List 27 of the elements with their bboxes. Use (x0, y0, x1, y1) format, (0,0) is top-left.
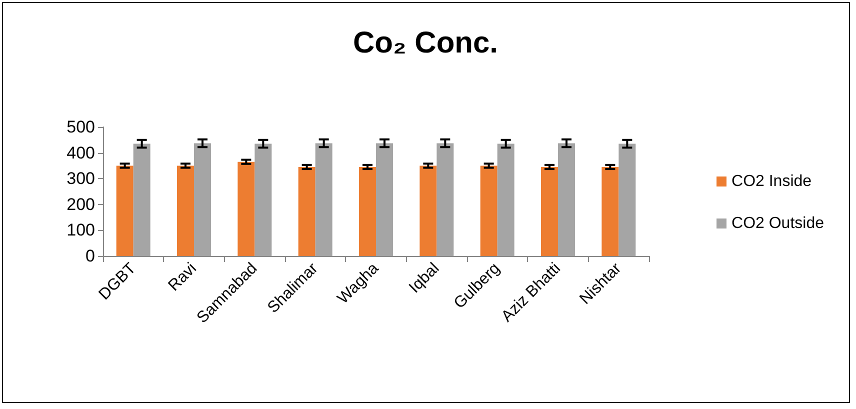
bar (315, 143, 332, 256)
bar (558, 143, 575, 256)
bar (602, 166, 619, 256)
legend-label: CO2 Inside (732, 173, 812, 190)
bar (497, 144, 514, 256)
bar (254, 144, 272, 256)
y-tick-label: 0 (86, 246, 95, 266)
chart-title: Co₂ Conc. (353, 26, 498, 60)
bar (298, 166, 316, 256)
bar (436, 143, 454, 256)
y-tick-label: 100 (66, 220, 95, 240)
bar (116, 166, 134, 256)
y-tick-label: 500 (66, 118, 95, 136)
bar (420, 166, 437, 256)
bar (133, 144, 150, 256)
legend-label: CO2 Outside (732, 215, 824, 232)
y-tick-label: 200 (66, 194, 95, 214)
bar (177, 166, 194, 256)
y-tick-label: 300 (66, 169, 95, 188)
bar (359, 166, 376, 256)
bar (541, 166, 558, 256)
bar (376, 143, 393, 256)
bar (618, 144, 636, 256)
bar (480, 166, 498, 256)
bar (238, 162, 255, 256)
bar (194, 143, 211, 256)
y-tick-label: 400 (66, 143, 95, 162)
